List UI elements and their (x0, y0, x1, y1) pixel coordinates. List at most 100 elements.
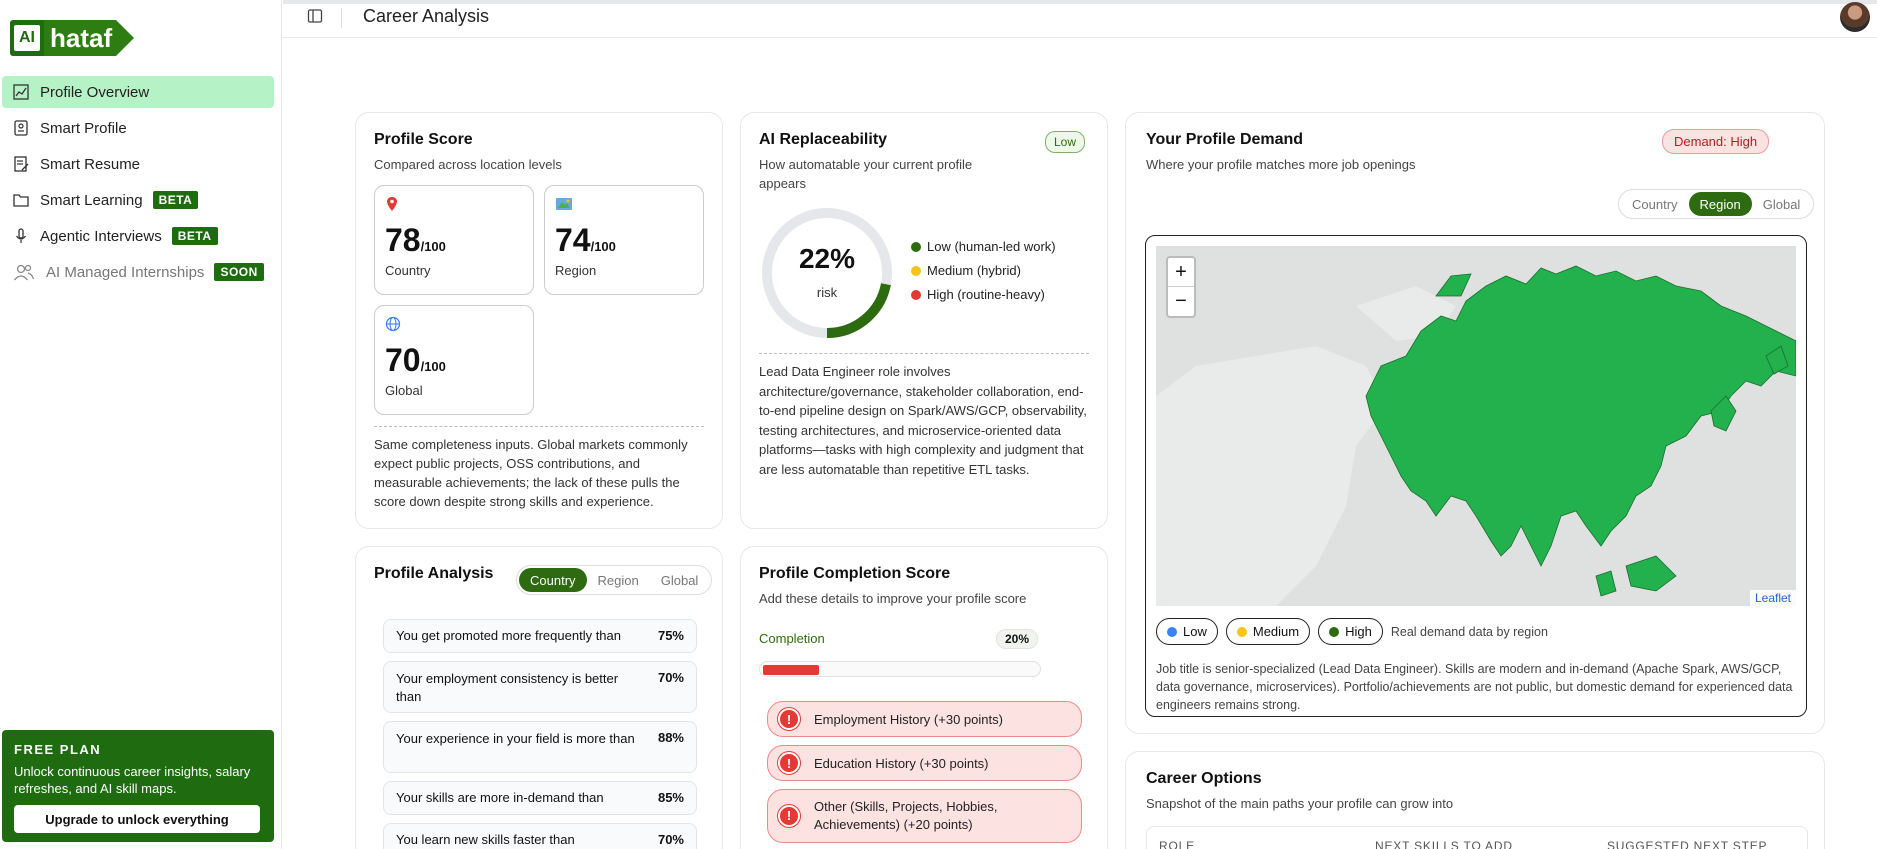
risk-legend: Low (human-led work) Medium (hybrid) Hig… (911, 239, 1056, 311)
tab-region[interactable]: Region (1688, 192, 1752, 216)
alert-icon: ! (778, 708, 800, 730)
sidebar: AI hataf Profile Overview Smart Profile … (0, 0, 282, 849)
score-out-of: /100 (590, 239, 616, 254)
zoom-control: + − (1166, 256, 1196, 318)
sidebar-item-label: Smart Profile (40, 119, 127, 137)
resume-icon (12, 155, 30, 173)
sidebar-item-label: Agentic Interviews (40, 227, 162, 245)
map-attribution[interactable]: Leaflet (1749, 590, 1796, 606)
completion-label: Completion (759, 631, 825, 646)
demand-legend: Low Medium High Real demand data by regi… (1156, 618, 1548, 645)
free-plan-card: FREE PLAN Unlock continuous career insig… (2, 730, 274, 842)
globe-icon (385, 316, 523, 334)
sidebar-item-smart-resume[interactable]: Smart Resume (2, 148, 274, 180)
score-label: Global (385, 383, 423, 398)
missing-item[interactable]: ! Employment History (+30 points) (767, 701, 1082, 737)
tab-country[interactable]: Country (519, 568, 587, 592)
legend-high: High (routine-heavy) (911, 287, 1056, 302)
analysis-row: Your experience in your field is more th… (383, 721, 697, 773)
analysis-row: You learn new skills faster than 70% (383, 823, 697, 849)
zoom-out-button[interactable]: − (1175, 290, 1187, 312)
tab-global[interactable]: Global (660, 572, 699, 588)
alert-icon: ! (778, 752, 800, 774)
completion-value: 20% (996, 629, 1039, 649)
upgrade-button[interactable]: Upgrade to unlock everything (14, 805, 260, 833)
career-options-table-header: ROLE NEXT SKILLS TO ADD SUGGESTED NEXT S… (1146, 826, 1808, 849)
tab-country[interactable]: Country (1632, 196, 1678, 212)
score-label: Region (555, 263, 597, 278)
card-title: AI Replaceability (759, 131, 888, 148)
sidebar-nav: Profile Overview Smart Profile Smart Res… (2, 76, 274, 292)
analysis-row: Your employment consistency is better th… (383, 661, 697, 713)
logo-ai-mark: AI (14, 25, 40, 51)
score-note: Same completeness inputs. Global markets… (374, 437, 688, 509)
score-value: 70 (385, 342, 421, 378)
page-title: Career Analysis (363, 6, 490, 26)
sidebar-item-profile-overview[interactable]: Profile Overview (2, 76, 274, 108)
map-icon (555, 196, 693, 214)
users-icon (12, 263, 36, 281)
profile-completion-card: Profile Completion Score Add these detai… (740, 546, 1108, 849)
column-next-skills: NEXT SKILLS TO ADD (1375, 839, 1513, 849)
plan-title: FREE PLAN (14, 742, 102, 757)
map-panel: + − Leaflet Low Medium High Real demand … (1145, 235, 1807, 717)
score-value: 78 (385, 222, 421, 258)
sidebar-item-smart-profile[interactable]: Smart Profile (2, 112, 274, 144)
card-subtitle: Snapshot of the main paths your profile … (1146, 796, 1454, 811)
analysis-scope-tabs: Country Region Global (516, 565, 713, 595)
folder-icon (12, 191, 30, 209)
risk-label: risk (816, 285, 838, 300)
sidebar-item-smart-learning[interactable]: Smart Learning BETA (2, 184, 274, 216)
legend-medium: Medium (1225, 618, 1311, 645)
demand-description: Job title is senior-specialized (Lead Da… (1156, 662, 1793, 712)
risk-gauge: 22% risk (757, 203, 897, 343)
risk-value: 22% (798, 243, 856, 274)
logo-name: hataf (44, 20, 117, 56)
legend-high: High (1318, 618, 1383, 645)
missing-item[interactable]: ! Other (Skills, Projects, Hobbies, Achie… (767, 789, 1082, 843)
card-title: Profile Analysis (374, 565, 494, 582)
score-region: 74/100 Region (544, 185, 704, 295)
demand-map[interactable]: + − Leaflet (1156, 246, 1796, 606)
legend-low: Low (human-led work) (911, 239, 1056, 254)
score-country: 78/100 Country (374, 185, 534, 295)
top-bar: Career Analysis (283, 0, 1877, 38)
avatar[interactable] (1840, 2, 1870, 32)
replaceability-level-badge: Low (1045, 131, 1086, 153)
zoom-in-button[interactable]: + (1168, 258, 1194, 287)
sidebar-item-ai-managed-internships[interactable]: AI Managed Internships SOON (2, 256, 274, 288)
card-title: Profile Completion Score (759, 565, 951, 582)
tab-global[interactable]: Global (1762, 196, 1801, 212)
legend-medium: Medium (hybrid) (911, 263, 1056, 278)
beta-badge: BETA (171, 227, 218, 245)
profile-score-card: Profile Score Compared across location l… (355, 112, 723, 529)
ai-replaceability-card: AI Replaceability How automatable your c… (740, 112, 1108, 529)
sidebar-toggle-icon[interactable] (307, 8, 323, 24)
score-out-of: /100 (420, 359, 446, 374)
chart-icon (12, 83, 30, 101)
sidebar-item-label: Smart Learning (40, 191, 143, 209)
sidebar-item-label: Profile Overview (40, 83, 150, 101)
plan-text: Unlock continuous career insights, salar… (14, 764, 251, 796)
pin-icon (385, 196, 523, 214)
profile-demand-card: Your Profile Demand Where your profile m… (1125, 112, 1825, 734)
legend-note: Real demand data by region (1390, 624, 1548, 639)
card-title: Profile Score (374, 131, 473, 148)
score-label: Country (385, 263, 431, 278)
sidebar-item-agentic-interviews[interactable]: Agentic Interviews BETA (2, 220, 274, 252)
replaceability-description: Lead Data Engineer role involves archite… (759, 364, 1087, 477)
score-global: 70/100 Global (374, 305, 534, 415)
career-options-card: Career Options Snapshot of the main path… (1125, 751, 1825, 849)
card-subtitle: How automatable your current profile app… (759, 157, 973, 191)
profile-analysis-card: Profile Analysis Country Region Global Y… (355, 546, 723, 849)
column-next-step: SUGGESTED NEXT STEP (1607, 839, 1768, 849)
completion-progress-fill (763, 665, 819, 675)
logo[interactable]: AI hataf (10, 20, 135, 56)
tab-region[interactable]: Region (597, 572, 639, 588)
demand-badge: Demand: High (1662, 129, 1770, 154)
microphone-icon (12, 227, 30, 245)
missing-item[interactable]: ! Education History (+30 points) (767, 745, 1082, 781)
legend-low: Low (1156, 618, 1218, 645)
analysis-row: You get promoted more frequently than 75% (383, 619, 697, 653)
completion-progress-bar (759, 661, 1041, 677)
